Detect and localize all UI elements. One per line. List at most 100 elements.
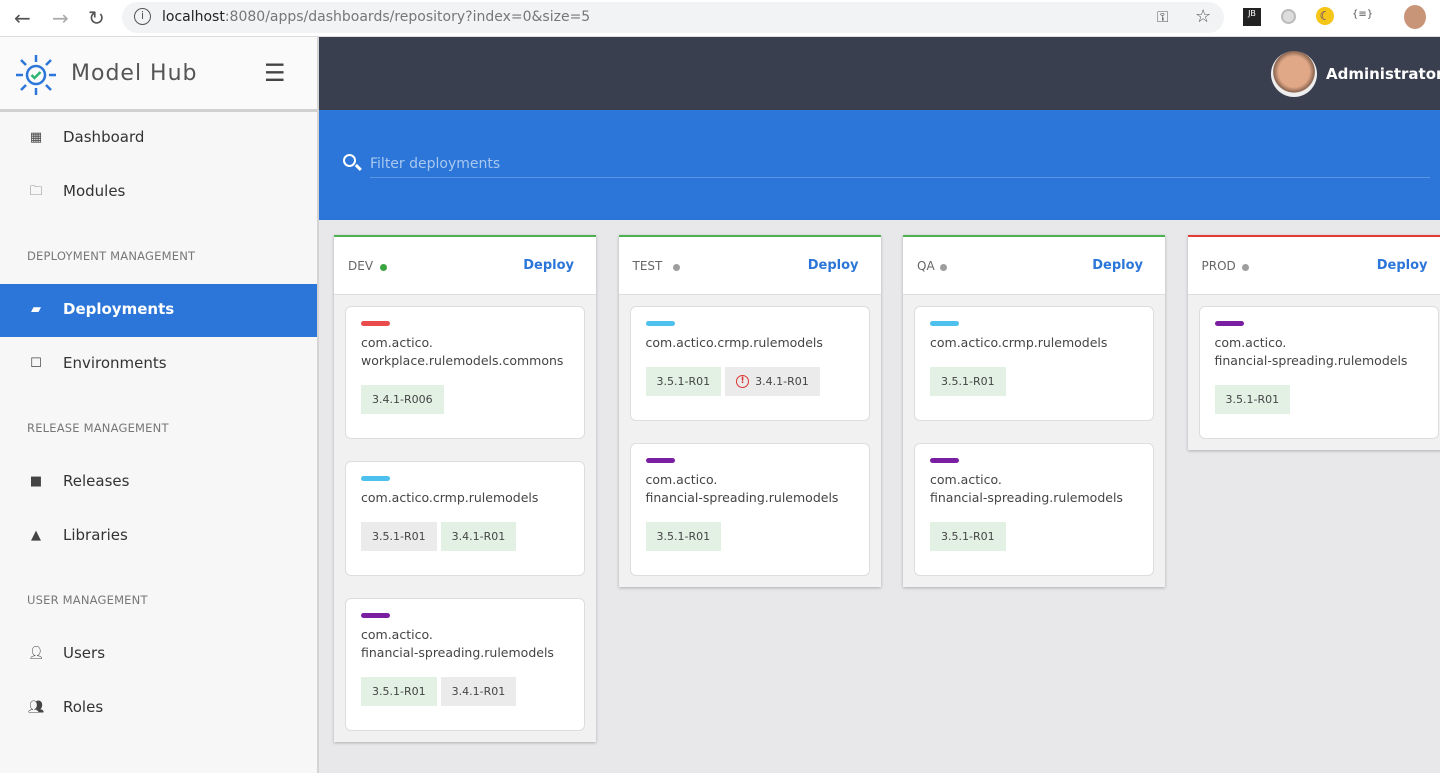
status-dot <box>1241 264 1249 271</box>
version-label: 3.5.1-R01 <box>372 530 426 543</box>
module-name: com.actico. <box>361 335 433 350</box>
square-outline-icon: ☐ <box>30 356 42 371</box>
module-card[interactable]: com.actico.crmp.rulemodels 3.5.1-R01! 3.4.… <box>629 306 870 421</box>
filter-deployments-input[interactable] <box>370 150 1430 178</box>
environment-name: DEV <box>348 259 374 273</box>
environment-column-qa: QA Deploy com.actico.crmp.rulemodels 3.5.1… <box>903 235 1165 587</box>
version-tag[interactable]: 3.5.1-R01 <box>645 522 722 551</box>
error-icon: ! <box>736 375 750 388</box>
module-color-stripe <box>930 321 959 326</box>
version-label: 3.5.1-R01 <box>941 530 995 543</box>
module-card[interactable]: com.actico. workplace.rulemodels.commons 3… <box>345 306 585 439</box>
sidebar-item-environments[interactable]: ☐ Environments <box>0 338 317 391</box>
version-tag[interactable]: 3.4.1-R01 <box>440 677 517 706</box>
sidebar-item-label: Users <box>63 644 106 662</box>
sidebar-item-libraries[interactable]: ▲ Libraries <box>0 510 317 563</box>
module-card[interactable]: com.actico. financial-spreading.rulemodel… <box>1198 306 1439 439</box>
module-name: com.actico.crmp.rulemodels <box>361 490 539 505</box>
module-card[interactable]: com.actico.crmp.rulemodels 3.5.1-R01 <box>914 306 1154 421</box>
dashboard-icon: ▦ <box>29 130 43 145</box>
hamburger-menu-icon[interactable]: ☰ <box>264 59 286 87</box>
jetbrains-extension-icon[interactable]: JB <box>1243 8 1261 26</box>
version-tag[interactable]: 3.5.1-R01 <box>645 367 722 396</box>
key-icon[interactable]: ⚿ <box>1157 8 1169 26</box>
module-name: com.actico. <box>645 472 718 487</box>
sidebar-item-dashboard[interactable]: ▦ Dashboard <box>0 112 317 165</box>
module-name: financial-spreading.rulemodels <box>930 490 1123 505</box>
search-icon <box>343 154 356 167</box>
users-icon: 👥︎ <box>28 700 45 715</box>
user-avatar[interactable] <box>1271 51 1317 97</box>
sidebar-item-label: Releases <box>63 472 130 490</box>
back-icon[interactable]: ← <box>14 6 31 30</box>
user-name[interactable]: Administrator <box>1326 65 1440 83</box>
sidebar-item-roles[interactable]: 👥︎ Roles <box>0 682 317 735</box>
module-color-stripe <box>1214 321 1244 326</box>
app-title: Model Hub <box>71 61 198 86</box>
extension-icon[interactable] <box>1281 9 1296 24</box>
forward-icon[interactable]: → <box>52 6 69 30</box>
sidebar-item-modules[interactable]: 🗀 Modules <box>0 166 317 219</box>
reload-icon[interactable]: ↻ <box>88 6 105 30</box>
module-name: com.actico.crmp.rulemodels <box>930 335 1108 350</box>
module-name: financial-spreading.rulemodels <box>645 490 839 505</box>
sidebar-item-label: Roles <box>63 698 104 716</box>
deploy-button[interactable]: Deploy <box>523 258 574 273</box>
version-label: 3.5.1-R01 <box>656 530 711 543</box>
dark-mode-extension-icon[interactable]: ☾ <box>1316 7 1334 25</box>
top-bar: Administrator <box>319 37 1440 110</box>
version-tag[interactable]: 3.5.1-R01 <box>930 367 1006 396</box>
environment-name: QA <box>917 259 935 273</box>
sidebar-item-users[interactable]: 👤︎ Users <box>0 628 317 681</box>
module-card[interactable]: com.actico.crmp.rulemodels 3.5.1-R01 3.4.1… <box>345 461 585 576</box>
module-name: workplace.rulemodels.commons <box>361 353 564 368</box>
version-label: 3.4.1-R01 <box>755 375 809 388</box>
environment-column-test: TEST Deploy com.actico.crmp.rulemodels 3.5… <box>618 235 881 587</box>
module-name: financial-spreading.rulemodels <box>1214 353 1408 368</box>
version-tag[interactable]: 3.5.1-R01 <box>361 522 437 551</box>
model-hub-logo-icon <box>16 55 56 95</box>
module-name: com.actico.crmp.rulemodels <box>645 335 823 350</box>
triangle-icon: ▲ <box>31 528 41 543</box>
deploy-button[interactable]: Deploy <box>807 258 859 273</box>
star-icon[interactable]: ☆ <box>1195 6 1212 27</box>
version-label: 3.5.1-R01 <box>372 685 426 698</box>
json-extension-icon[interactable]: {≡} <box>1352 9 1374 20</box>
version-tag[interactable]: 3.5.1-R01 <box>1214 385 1291 414</box>
sidebar-item-releases[interactable]: ■ Releases <box>0 456 317 509</box>
folder-icon: ■ <box>29 474 43 489</box>
status-dot <box>672 264 680 271</box>
label-icon: ▰ <box>31 302 41 317</box>
module-color-stripe <box>645 321 675 326</box>
module-card[interactable]: com.actico. financial-spreading.rulemodel… <box>345 598 585 731</box>
deploy-button[interactable]: Deploy <box>1092 258 1143 273</box>
environment-name: TEST <box>632 259 663 273</box>
environment-column-dev: DEV Deploy com.actico. workplace.rulemodel… <box>334 235 596 742</box>
module-card[interactable]: com.actico. financial-spreading.rulemodel… <box>914 443 1154 576</box>
profile-avatar[interactable] <box>1404 5 1426 29</box>
version-tag[interactable]: ! 3.4.1-R01 <box>725 367 820 396</box>
sidebar-item-label: Libraries <box>63 526 128 544</box>
module-color-stripe <box>645 458 675 463</box>
version-tag[interactable]: 3.5.1-R01 <box>361 677 437 706</box>
sidebar-item-label: Deployments <box>63 300 175 318</box>
version-tag[interactable]: 3.4.1-R01 <box>440 522 517 551</box>
status-dot <box>940 264 947 271</box>
module-color-stripe <box>930 458 959 463</box>
url-path: :8080/apps/dashboards/repository?index=0… <box>224 9 591 25</box>
section-deployment-management: DEPLOYMENT MANAGEMENT <box>27 249 196 263</box>
sidebar-item-deployments[interactable]: ▰ Deployments <box>0 284 317 337</box>
module-name: financial-spreading.rulemodels <box>361 645 554 660</box>
info-icon[interactable]: i <box>134 8 151 25</box>
column-header: DEV Deploy <box>334 237 596 295</box>
sidebar: Model Hub ☰ ▦ Dashboard 🗀 Modules DEPLOYME… <box>0 37 319 773</box>
section-release-management: RELEASE MANAGEMENT <box>27 421 169 435</box>
address-bar[interactable]: i localhost:8080/apps/dashboards/reposit… <box>122 2 1224 33</box>
version-tag[interactable]: 3.4.1-R006 <box>361 385 444 414</box>
version-label: 3.5.1-R01 <box>656 375 711 388</box>
version-label: 3.4.1-R006 <box>372 393 433 406</box>
version-tag[interactable]: 3.5.1-R01 <box>930 522 1006 551</box>
section-user-management: USER MANAGEMENT <box>27 593 148 607</box>
deploy-button[interactable]: Deploy <box>1376 258 1428 273</box>
module-card[interactable]: com.actico. financial-spreading.rulemodel… <box>629 443 870 576</box>
